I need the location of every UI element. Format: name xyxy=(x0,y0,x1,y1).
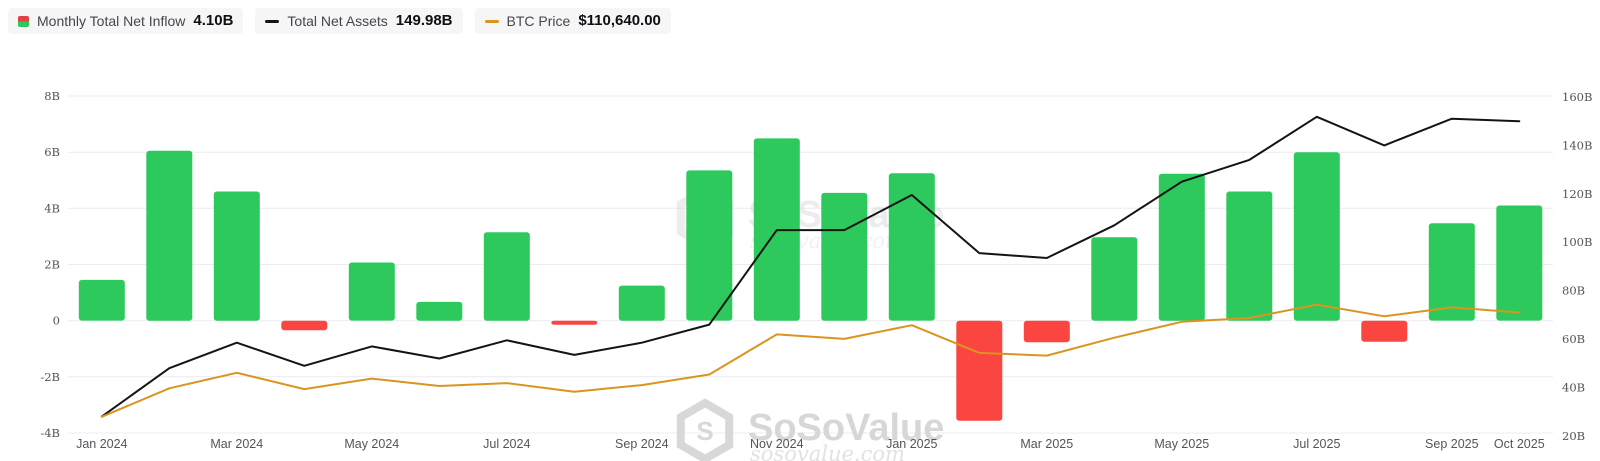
orange-dash-icon xyxy=(484,19,499,23)
inflow-bar-May-2024[interactable] xyxy=(348,262,395,321)
x-axis-tick: Jan 2025 xyxy=(886,437,937,451)
cube-logo-icon xyxy=(676,398,734,461)
right-axis-tick: 20B xyxy=(1562,429,1585,443)
inflow-bar-Jan-2025[interactable] xyxy=(888,173,935,321)
x-axis-tick: Jul 2024 xyxy=(483,437,530,451)
right-axis-tick: 60B xyxy=(1562,332,1585,346)
legend-value: 4.10B xyxy=(193,12,234,29)
x-axis-tick: Nov 2024 xyxy=(750,437,804,451)
left-axis-tick: 0 xyxy=(53,314,60,328)
inflow-bar-Oct-2025[interactable] xyxy=(1496,205,1543,321)
x-axis-tick: Oct 2025 xyxy=(1494,437,1545,451)
right-axis-tick: 40B xyxy=(1562,381,1585,395)
watermark-domain: sosovalue.com xyxy=(750,442,905,461)
inflow-bar-Aug-2024[interactable] xyxy=(551,320,598,325)
x-axis-tick: Jul 2025 xyxy=(1293,437,1340,451)
x-axis-tick: Sep 2024 xyxy=(615,437,669,451)
inflow-bar-Jan-2024[interactable] xyxy=(78,279,125,321)
left-axis-tick: 4B xyxy=(44,201,60,215)
inflow-bar-Apr-2024[interactable] xyxy=(281,320,328,331)
inflow-bar-Jun-2025[interactable] xyxy=(1226,191,1273,321)
total-net-assets-line xyxy=(100,115,1521,418)
x-axis-tick: Mar 2024 xyxy=(210,437,263,451)
x-axis-tick: May 2025 xyxy=(1154,437,1209,451)
inflow-bar-Aug-2025[interactable] xyxy=(1361,320,1408,342)
right-axis-tick: 120B xyxy=(1562,187,1592,201)
inflow-bar-Oct-2024[interactable] xyxy=(686,170,733,321)
legend-label: Total Net Assets xyxy=(287,13,388,29)
legend-item-btc-price[interactable]: BTC Price $110,640.00 xyxy=(474,8,671,34)
x-axis-tick: Sep 2025 xyxy=(1425,437,1479,451)
legend-label: BTC Price xyxy=(506,13,571,29)
legend-label: Monthly Total Net Inflow xyxy=(37,13,186,29)
inflow-split-icon xyxy=(18,15,29,27)
legend: Monthly Total Net Inflow 4.10B Total Net… xyxy=(8,8,671,34)
inflow-bar-Jul-2024[interactable] xyxy=(483,232,530,321)
btc-price-line xyxy=(100,303,1521,418)
inflow-bar-Feb-2024[interactable] xyxy=(146,150,193,321)
black-dash-icon xyxy=(265,19,280,23)
inflow-bar-Mar-2024[interactable] xyxy=(213,191,260,321)
inflow-bar-Jul-2025[interactable] xyxy=(1293,152,1340,321)
left-axis-tick: -2B xyxy=(40,370,60,384)
left-axis-tick: -4B xyxy=(40,426,60,440)
inflow-bar-Dec-2024[interactable] xyxy=(821,192,868,321)
left-axis-tick: 2B xyxy=(44,258,60,272)
legend-value: 149.98B xyxy=(395,12,453,29)
legend-item-monthly-net-inflow[interactable]: Monthly Total Net Inflow 4.10B xyxy=(8,8,244,34)
legend-value: $110,640.00 xyxy=(578,12,661,29)
x-axis-tick: Mar 2025 xyxy=(1020,437,1073,451)
inflow-bar-May-2025[interactable] xyxy=(1158,173,1205,321)
inflow-bar-Apr-2025[interactable] xyxy=(1091,237,1138,321)
right-axis-tick: 80B xyxy=(1562,284,1585,298)
right-axis-tick: 140B xyxy=(1562,138,1592,152)
inflow-bar-Mar-2025[interactable] xyxy=(1023,320,1070,343)
right-axis-tick: 100B xyxy=(1562,235,1592,249)
watermark-brand: SoSoValue xyxy=(748,407,944,449)
sosovalue-watermark: S SoSoValue sosovalue.com xyxy=(676,398,944,461)
inflow-bar-Sep-2025[interactable] xyxy=(1428,223,1475,321)
inflow-bar-Jun-2024[interactable] xyxy=(416,301,463,321)
svg-text:S: S xyxy=(696,416,713,446)
left-axis-tick: 6B xyxy=(44,145,60,159)
legend-item-total-net-assets[interactable]: Total Net Assets 149.98B xyxy=(255,8,463,34)
inflow-bar-Sep-2024[interactable] xyxy=(618,285,665,321)
x-axis-tick: Jan 2024 xyxy=(76,437,127,451)
right-axis-tick: 160B xyxy=(1562,90,1592,104)
inflow-bar-Feb-2025[interactable] xyxy=(956,320,1003,421)
x-axis-tick: May 2024 xyxy=(344,437,399,451)
left-axis-tick: 8B xyxy=(44,89,60,103)
